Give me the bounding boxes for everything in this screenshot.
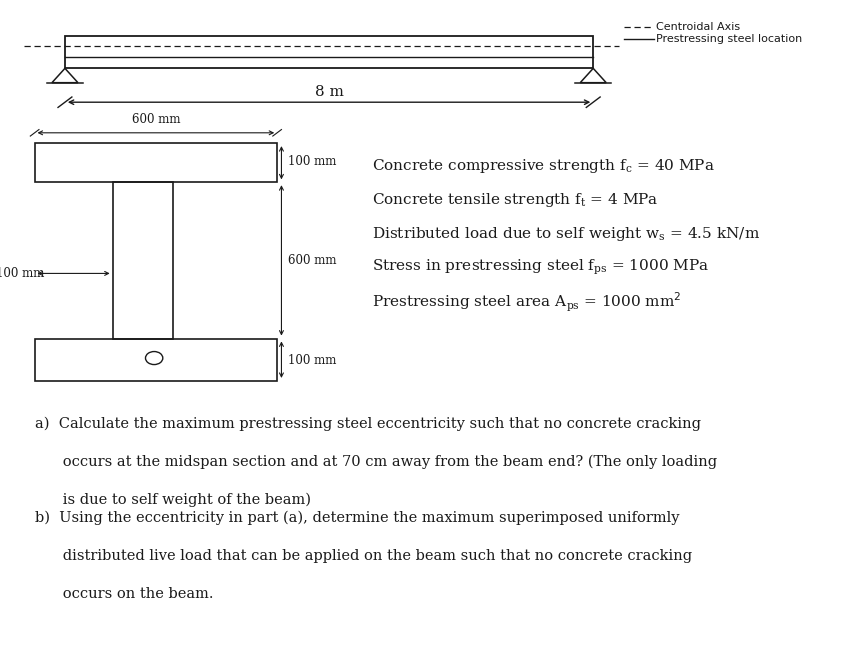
Text: 8 m: 8 m	[314, 85, 344, 100]
Text: is due to self weight of the beam): is due to self weight of the beam)	[35, 492, 311, 506]
Text: 600 mm: 600 mm	[132, 113, 180, 126]
Text: 100 mm: 100 mm	[288, 155, 336, 168]
Text: distributed live load that can be applied on the beam such that no concrete crac: distributed live load that can be applie…	[35, 549, 692, 563]
Text: occurs at the midspan section and at 70 cm away from the beam end? (The only loa: occurs at the midspan section and at 70 …	[35, 454, 717, 469]
Text: Prestressing steel area $\mathregular{A_{ps}}$ = 1000 mm$^2$: Prestressing steel area $\mathregular{A_…	[372, 290, 682, 313]
Bar	[35, 339, 277, 381]
Text: Concrete tensile strength $\mathregular{f_t}$ = 4 MPa: Concrete tensile strength $\mathregular{…	[372, 191, 659, 209]
Text: occurs on the beam.: occurs on the beam.	[35, 587, 213, 601]
Bar	[35, 143, 277, 182]
Text: b)  Using the eccentricity in part (a), determine the maximum superimposed unifo: b) Using the eccentricity in part (a), d…	[35, 511, 679, 525]
Text: a)  Calculate the maximum prestressing steel eccentricity such that no concrete : a) Calculate the maximum prestressing st…	[35, 417, 701, 431]
Text: Prestressing steel location: Prestressing steel location	[656, 34, 803, 44]
Text: Centroidal Axis: Centroidal Axis	[656, 22, 740, 33]
Text: 100 mm: 100 mm	[288, 353, 336, 367]
Text: 600 mm: 600 mm	[288, 254, 336, 267]
Text: Distributed load due to self weight $\mathregular{w_s}$ = 4.5 kN/m: Distributed load due to self weight $\ma…	[372, 225, 760, 243]
Bar	[65, 36, 593, 68]
Text: Stress in prestressing steel $\mathregular{f_{ps}}$ = 1000 MPa: Stress in prestressing steel $\mathregul…	[372, 258, 709, 277]
Text: Concrete compressive strength $\mathregular{f_c}$ = 40 MPa: Concrete compressive strength $\mathregu…	[372, 157, 715, 175]
Bar	[113, 182, 173, 339]
Text: 100 mm: 100 mm	[0, 267, 44, 280]
